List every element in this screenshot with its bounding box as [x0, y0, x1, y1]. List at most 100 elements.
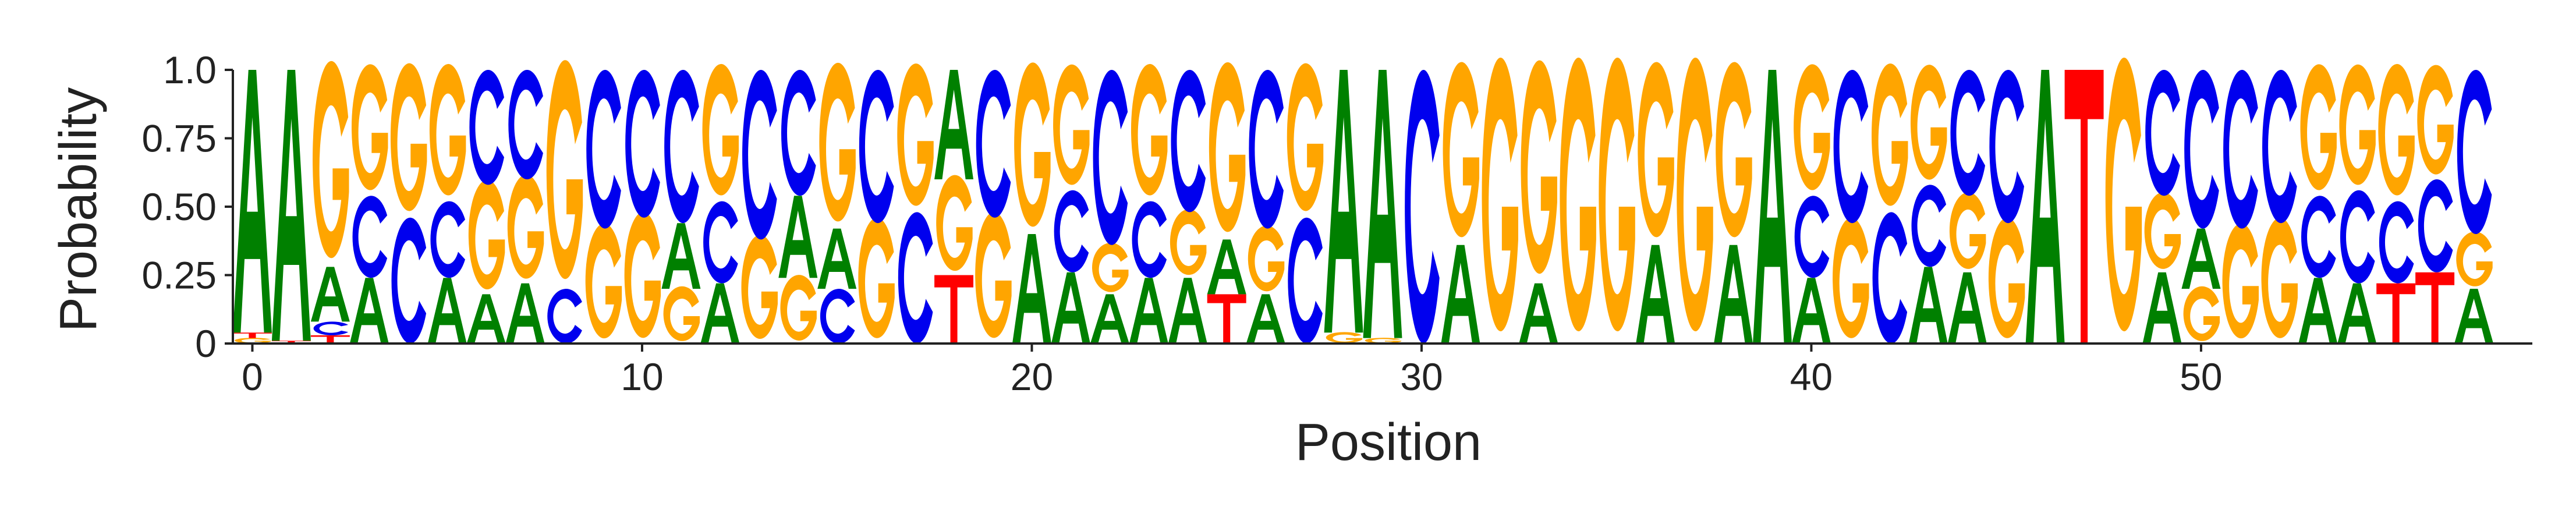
logo-letter-C-pos-52 [2262, 70, 2297, 224]
logo-letter-A-pos-25 [1207, 239, 1246, 295]
logo-letter-C-pos-45 [1989, 70, 2024, 224]
logo-letter-C-pos-19 [976, 70, 1011, 218]
logo-letter-A-pos-14 [778, 196, 818, 278]
x-tick-label: 30 [1400, 355, 1443, 398]
logo-letter-A-pos-22 [1090, 294, 1129, 344]
logo-letter-G-pos-6 [468, 179, 505, 289]
logo-letter-G-pos-29 [1365, 338, 1402, 344]
logo-letter-G-pos-48 [2105, 57, 2142, 331]
logo-letter-C-pos-21 [1054, 190, 1089, 272]
logo-letter-A-pos-49 [2142, 272, 2182, 344]
y-tick-label: 0.75 [142, 117, 217, 160]
logo-letter-G-pos-36 [1638, 62, 1674, 238]
y-tick-label: 0.50 [142, 185, 217, 228]
y-tick-label: 0.25 [142, 254, 217, 297]
logo-letter-G-pos-20 [1014, 62, 1051, 227]
logo-letter-C-pos-16 [859, 70, 894, 224]
logo-letter-T-pos-47 [2064, 70, 2104, 344]
logo-letter-A-pos-36 [1636, 245, 1675, 344]
logo-letter-C-pos-13 [742, 70, 777, 240]
logo-letter-T-pos-18 [934, 275, 974, 344]
logo-letter-G-pos-15 [819, 62, 856, 222]
logo-letter-G-pos-42 [1871, 63, 1908, 206]
logo-letter-T-pos-25 [1207, 294, 1246, 344]
logo-letter-C-pos-26 [1249, 70, 1284, 229]
logo-letter-C-pos-10 [625, 70, 660, 218]
logo-letter-G-pos-54 [2339, 64, 2376, 185]
logo-letter-A-pos-31 [1441, 245, 1480, 344]
logo-letter-A-pos-57 [2454, 289, 2494, 344]
logo-letter-G-pos-33 [1521, 60, 1557, 274]
logo-letter-T-pos-55 [2376, 283, 2416, 344]
logo-letter-G-pos-50 [2183, 286, 2220, 341]
logo-letter-G-pos-44 [1949, 192, 1986, 269]
logo-letter-A-pos-5 [427, 278, 467, 344]
logo-letter-C-pos-14 [781, 70, 816, 196]
logo-letter-G-pos-9 [585, 223, 622, 339]
logo-letter-G-pos-35 [1599, 57, 1635, 331]
logo-letter-C-pos-55 [2379, 201, 2414, 284]
logo-letter-C-pos-42 [1872, 212, 1908, 344]
logo-letter-A-pos-0 [233, 70, 272, 333]
x-tick-label: 50 [2180, 355, 2222, 398]
logo-letter-A-pos-46 [2025, 70, 2065, 344]
logo-letter-C-pos-4 [391, 217, 427, 344]
logo-letter-G-pos-51 [2222, 223, 2259, 339]
logo-letter-A-pos-1 [271, 70, 311, 341]
logo-letter-G-pos-3 [351, 64, 388, 190]
y-tick-label: 1.0 [163, 48, 217, 91]
logo-letter-G-pos-4 [390, 63, 427, 211]
logo-letter-G-pos-7 [507, 175, 544, 279]
logo-letter-C-pos-23 [1132, 201, 1167, 278]
x-tick-label: 40 [1790, 355, 1833, 398]
logo-letter-C-pos-12 [703, 201, 738, 284]
logo-letter-G-pos-2 [313, 61, 349, 259]
logo-letter-A-pos-28 [1324, 70, 1363, 333]
logo-letter-G-pos-0 [235, 338, 271, 344]
logo-letter-G-pos-40 [1794, 64, 1830, 190]
x-tick-label: 10 [621, 355, 663, 398]
logo-letter-A-pos-6 [466, 294, 506, 344]
logo-letter-G-pos-16 [858, 217, 895, 338]
logo-letter-G-pos-23 [1131, 63, 1168, 196]
logo-letter-C-pos-11 [664, 70, 699, 224]
axes: 0 10 20 30 40 50 0 0.25 0.50 0.75 1.0 [142, 48, 2532, 398]
logo-letter-C-pos-17 [898, 212, 933, 344]
logo-letter-A-pos-15 [817, 228, 857, 289]
logo-letter-C-pos-2 [313, 321, 349, 335]
logo-letter-C-pos-8 [547, 289, 582, 344]
logo-letter-A-pos-44 [1947, 272, 1987, 344]
logo-letter-G-pos-21 [1053, 64, 1090, 185]
logo-letter-G-pos-17 [897, 63, 934, 206]
logo-letter-C-pos-3 [352, 196, 388, 278]
logo-letter-G-pos-41 [1833, 217, 1869, 338]
logo-letter-G-pos-56 [2417, 65, 2454, 175]
logo-letter-C-pos-27 [1288, 217, 1323, 344]
logo-letter-A-pos-53 [2298, 278, 2338, 344]
logo-letter-G-pos-24 [1170, 209, 1207, 275]
logo-letter-C-pos-50 [2184, 70, 2219, 229]
logo-letter-G-pos-55 [2378, 63, 2415, 196]
logo-letter-C-pos-9 [586, 70, 621, 229]
logo-letter-A-pos-11 [661, 223, 701, 289]
logo-letter-G-pos-11 [663, 286, 700, 341]
logo-letter-C-pos-22 [1093, 70, 1128, 245]
logo-letter-C-pos-49 [2145, 70, 2180, 196]
logo-letter-G-pos-49 [2144, 192, 2181, 269]
logo-letter-C-pos-24 [1171, 70, 1206, 213]
logo-letter-T-pos-2 [310, 335, 350, 344]
logo-letter-A-pos-7 [505, 283, 545, 344]
x-tick-label: 0 [242, 355, 263, 398]
logo-letter-C-pos-56 [2418, 179, 2453, 272]
logo-letter-G-pos-32 [1482, 57, 1518, 331]
logo-letter-A-pos-29 [1363, 70, 1402, 338]
logo-letter-A-pos-20 [1012, 234, 1051, 344]
logo-letter-G-pos-38 [1716, 62, 1752, 238]
logo-letter-C-pos-7 [508, 70, 543, 179]
y-tick-label: 0 [195, 322, 217, 365]
x-tick-label: 20 [1011, 355, 1053, 398]
logo-letter-A-pos-12 [700, 283, 740, 344]
logo-letter-G-pos-43 [1910, 65, 1947, 180]
logo-letter-T-pos-0 [233, 332, 272, 338]
x-axis-label: Position [1295, 413, 1482, 472]
